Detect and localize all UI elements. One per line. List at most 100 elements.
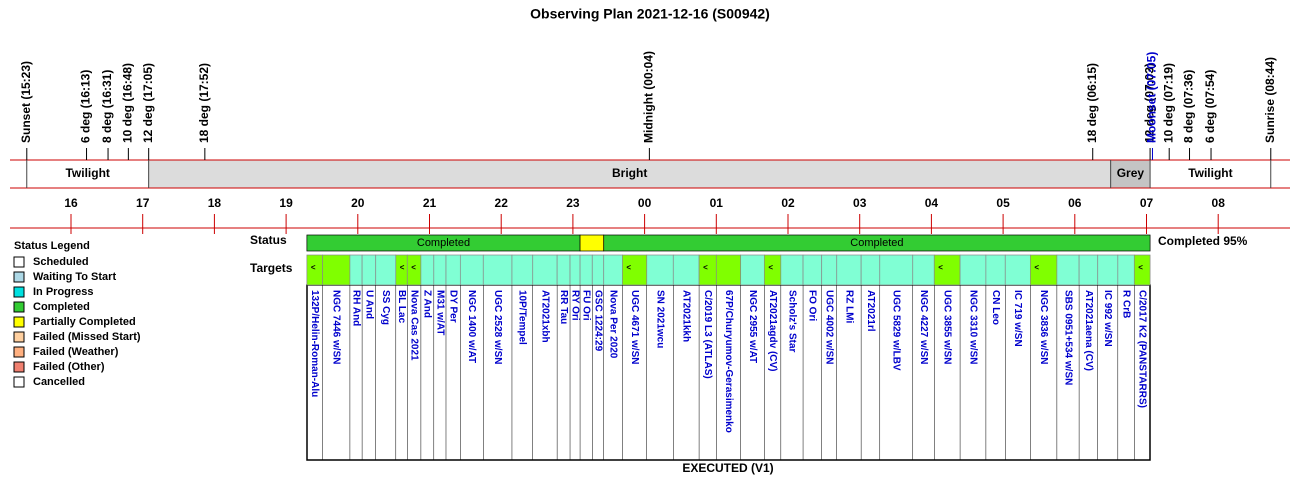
target-name: R CrB bbox=[1120, 290, 1131, 318]
target-cell bbox=[1029, 254, 1058, 286]
legend-label: Partially Completed bbox=[33, 316, 136, 328]
target-cell bbox=[459, 254, 484, 286]
target-cell bbox=[959, 254, 987, 286]
target-cell bbox=[879, 254, 914, 286]
target-name: M31 w/AT bbox=[434, 290, 445, 335]
target-flag: < bbox=[411, 263, 416, 272]
hour-label: 20 bbox=[351, 196, 365, 210]
target-name: NGC 3310 w/SN bbox=[967, 290, 978, 364]
event-label: 10 deg (07:19) bbox=[1161, 63, 1175, 143]
event-label: Sunrise (08:44) bbox=[1263, 57, 1277, 143]
target-flag: < bbox=[703, 263, 708, 272]
target-cell bbox=[836, 254, 862, 286]
event-label: 6 deg (16:13) bbox=[79, 70, 93, 143]
target-cell bbox=[1004, 254, 1031, 286]
legend-label: Waiting To Start bbox=[33, 271, 116, 283]
legend-swatch bbox=[13, 301, 25, 313]
legend-swatch bbox=[13, 271, 25, 283]
target-cell bbox=[433, 254, 447, 286]
target-cell bbox=[672, 254, 700, 286]
target-name: U And bbox=[363, 290, 374, 319]
hour-label: 06 bbox=[1068, 196, 1082, 210]
status-segment-label: Completed bbox=[417, 237, 470, 249]
target-name: UGC 3855 w/SN bbox=[942, 290, 953, 364]
hour-label: 17 bbox=[136, 196, 150, 210]
hour-label: 16 bbox=[64, 196, 78, 210]
legend-swatch bbox=[13, 316, 25, 328]
hour-label: 19 bbox=[279, 196, 293, 210]
hour-label: 01 bbox=[710, 196, 724, 210]
target-cell bbox=[1078, 254, 1099, 286]
event-label: 18 deg (17:52) bbox=[197, 63, 211, 143]
event-label: 8 deg (16:31) bbox=[100, 70, 114, 143]
target-name: NGC 7446 w/SN bbox=[331, 290, 342, 364]
event-label: 18 deg (06:15) bbox=[1085, 63, 1099, 143]
sky-band bbox=[1110, 160, 1151, 188]
legend-swatch bbox=[13, 346, 25, 358]
title: Observing Plan 2021-12-16 (S00942) bbox=[530, 6, 770, 22]
status-label: Status bbox=[250, 233, 287, 247]
target-cell bbox=[821, 254, 838, 286]
band-label: Twilight bbox=[65, 166, 109, 180]
event-label: 8 deg (07:36) bbox=[1182, 70, 1196, 143]
target-cell bbox=[361, 254, 377, 286]
event-label: Midnight (00:04) bbox=[642, 51, 656, 143]
target-flag: < bbox=[311, 263, 316, 272]
target-name: RR Tau bbox=[558, 290, 569, 324]
target-cell bbox=[579, 254, 593, 286]
legend-label: Failed (Weather) bbox=[33, 346, 119, 358]
hour-label: 05 bbox=[996, 196, 1010, 210]
target-flag: < bbox=[400, 263, 405, 272]
target-cell bbox=[603, 254, 623, 286]
legend-label: Failed (Missed Start) bbox=[33, 331, 141, 343]
target-name: SN 2021wcu bbox=[654, 290, 665, 348]
target-name: NGC 2955 w/AT bbox=[747, 290, 758, 363]
target-cell bbox=[622, 254, 648, 286]
status-segment bbox=[603, 234, 1151, 252]
sky-band bbox=[26, 160, 149, 188]
targets-label: Targets bbox=[250, 261, 293, 275]
target-cell bbox=[715, 254, 742, 286]
target-name: C/2017 K2 (PANSTARRS) bbox=[1137, 290, 1148, 408]
target-name: AT2021aena (CV) bbox=[1083, 290, 1094, 371]
target-name: UGC 4002 w/SN bbox=[824, 290, 835, 364]
event-label: 12 deg (07:03) bbox=[1142, 63, 1156, 143]
legend-swatch bbox=[13, 286, 25, 298]
target-cell bbox=[780, 254, 804, 286]
hour-label: 02 bbox=[781, 196, 795, 210]
target-name: RY Ori bbox=[569, 290, 580, 321]
target-flag: < bbox=[1034, 263, 1039, 272]
target-flag: < bbox=[768, 263, 773, 272]
target-name: UGC 5829 w/LBV bbox=[891, 290, 902, 371]
event-label: Sunset (15:23) bbox=[19, 61, 33, 143]
legend-label: In Progress bbox=[33, 286, 94, 298]
target-cell bbox=[912, 254, 935, 286]
target-name: 10P/Tempel bbox=[517, 290, 528, 345]
target-cell bbox=[646, 254, 674, 286]
hour-label: 07 bbox=[1140, 196, 1154, 210]
legend-label: Failed (Other) bbox=[33, 361, 105, 373]
target-name: NGC 1400 w/AT bbox=[466, 290, 477, 363]
target-cell bbox=[532, 254, 558, 286]
sky-band bbox=[148, 160, 1111, 188]
event-label: 12 deg (17:05) bbox=[141, 63, 155, 143]
target-name: IC 992 w/SN bbox=[1102, 290, 1113, 347]
target-cell bbox=[1133, 254, 1151, 286]
target-name: RZ LMi bbox=[843, 290, 854, 324]
target-name: RH And bbox=[350, 290, 361, 326]
hour-label: 04 bbox=[925, 196, 939, 210]
target-cell bbox=[322, 254, 351, 286]
event-label: 6 deg (07:54) bbox=[1203, 70, 1217, 143]
hour-label: 00 bbox=[638, 196, 652, 210]
target-flag: < bbox=[626, 263, 631, 272]
target-name: AT2021agdv (CV) bbox=[767, 290, 778, 372]
event-label: Moonset (07:05) bbox=[1145, 52, 1159, 143]
band-label: Twilight bbox=[1188, 166, 1232, 180]
status-segment bbox=[579, 234, 605, 252]
target-cell bbox=[482, 254, 513, 286]
status-summary: Completed 95% bbox=[1158, 234, 1248, 248]
target-name: FO Ori bbox=[807, 290, 818, 321]
target-cell bbox=[1056, 254, 1080, 286]
band-label: Bright bbox=[612, 166, 647, 180]
